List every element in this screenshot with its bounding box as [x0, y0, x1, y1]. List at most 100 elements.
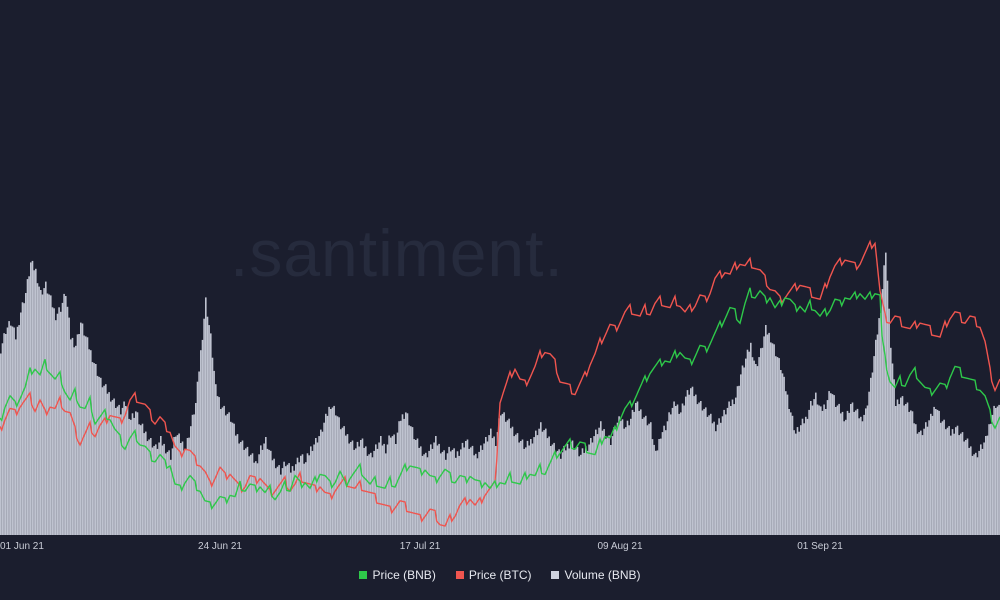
volume-bar	[811, 405, 814, 535]
volume-bar	[301, 454, 304, 535]
volume-bar	[521, 439, 524, 535]
volume-bar	[708, 415, 710, 535]
volume-bar	[773, 344, 775, 535]
volume-bar	[515, 434, 517, 535]
volume-bar	[796, 427, 799, 535]
bnb-price-line	[0, 287, 1000, 511]
volume-bar	[638, 410, 640, 535]
volume-bar	[961, 432, 964, 535]
volume-bar	[71, 337, 74, 535]
volume-bar	[100, 377, 102, 535]
volume-bar	[88, 349, 90, 535]
volume-bar	[518, 442, 520, 535]
volume-bar	[368, 454, 370, 535]
volume-bar	[491, 438, 494, 535]
volume-bar	[50, 295, 52, 535]
volume-bar	[926, 426, 929, 535]
volume-bar	[513, 436, 515, 535]
volume-bar	[155, 444, 157, 535]
legend-item-bnb[interactable]: Price (BNB)	[359, 568, 436, 582]
volume-bar	[920, 430, 922, 535]
volume-bar	[51, 307, 54, 535]
volume-bar	[878, 318, 880, 535]
volume-bar	[273, 458, 275, 535]
volume-bar	[313, 444, 315, 535]
volume-bar	[921, 435, 924, 535]
volume-bar	[125, 406, 127, 535]
volume-bar	[75, 345, 77, 535]
volume-bar	[611, 436, 614, 535]
volume-bar	[326, 415, 329, 535]
volume-bar	[558, 449, 560, 535]
volume-bar	[575, 448, 577, 535]
volume-bar	[960, 433, 962, 535]
volume-bar	[473, 455, 475, 535]
volume-bar	[755, 364, 757, 535]
volume-bar	[218, 397, 220, 535]
volume-bar	[538, 428, 540, 535]
volume-bar	[665, 430, 667, 535]
volume-bar	[348, 443, 350, 535]
volume-bar	[530, 439, 532, 535]
volume-bar	[685, 396, 687, 535]
legend-item-volume[interactable]: Volume (BNB)	[551, 568, 641, 582]
volume-bar	[28, 276, 30, 535]
volume-bar	[328, 406, 330, 535]
volume-bar	[500, 415, 502, 535]
volume-bar	[76, 334, 79, 535]
volume-bar	[33, 270, 35, 535]
volume-bar	[138, 424, 140, 535]
volume-bar	[916, 433, 919, 535]
volume-bar	[750, 342, 752, 535]
volume-bar	[845, 419, 847, 535]
volume-bar	[813, 399, 815, 535]
volume-bar	[318, 436, 320, 535]
volume-bar	[23, 303, 25, 535]
volume-bar	[683, 405, 685, 535]
price-lines	[0, 239, 1000, 527]
volume-bar	[465, 441, 467, 535]
volume-bar	[253, 462, 255, 535]
volume-bar	[441, 451, 444, 535]
volume-bar	[133, 417, 135, 535]
volume-bar	[411, 427, 414, 535]
volume-bar	[115, 408, 117, 535]
volume-bar	[68, 317, 70, 535]
volume-bar	[603, 429, 605, 535]
volume-bar	[386, 444, 389, 535]
x-axis-ticks: 01 Jun 21 24 Jun 21 17 Jul 21 09 Aug 21 01 S…	[0, 541, 843, 552]
volume-bar	[535, 430, 537, 535]
volume-bar	[605, 438, 607, 535]
volume-bar	[620, 420, 622, 535]
volume-bar	[410, 426, 412, 535]
volume-bar	[561, 452, 564, 535]
volume-bar	[105, 384, 107, 535]
volume-bar	[628, 425, 630, 535]
volume-bar	[911, 411, 914, 535]
volume-bar	[531, 443, 534, 535]
legend-swatch-volume	[551, 571, 560, 579]
volume-bar	[276, 466, 279, 535]
volume-bar	[298, 462, 300, 535]
volume-bar	[790, 412, 792, 535]
volume-bar	[388, 435, 390, 535]
volume-bar	[623, 428, 625, 535]
volume-bar	[951, 429, 954, 535]
volume-bar	[185, 449, 187, 535]
volume-bar	[48, 294, 50, 535]
volume-bar	[621, 419, 624, 535]
volume-bar	[508, 418, 510, 535]
volume-bar	[938, 410, 940, 535]
volume-bar	[130, 419, 132, 535]
volume-bar	[775, 356, 777, 535]
volume-bar	[833, 395, 835, 535]
volume-bar	[641, 418, 644, 535]
volume-bar	[935, 409, 937, 535]
volume-bar	[650, 422, 652, 535]
legend-item-btc[interactable]: Price (BTC)	[455, 568, 531, 582]
volume-bar	[175, 436, 177, 535]
volume-bar	[143, 433, 145, 535]
volume-bar	[11, 326, 14, 535]
volume-bar	[756, 366, 759, 535]
volume-bar	[450, 451, 452, 535]
